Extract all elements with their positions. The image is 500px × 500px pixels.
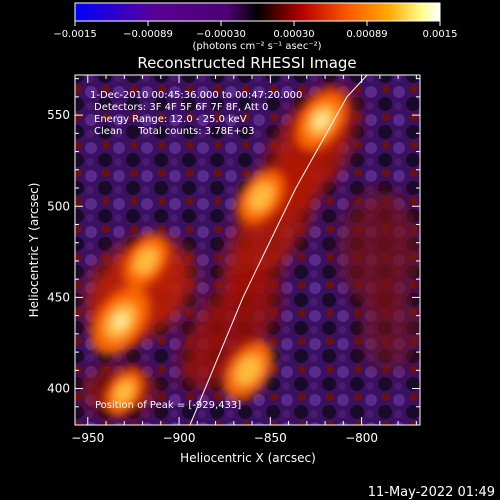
clean-counts-annotation: Clean Total counts: 3.78E+03 (94, 126, 254, 137)
colorbar-tick-label: 0.00089 (346, 29, 387, 40)
emission-blob (222, 159, 318, 301)
emission-blob (180, 269, 280, 391)
x-tick-label: −800 (345, 431, 378, 445)
emission-blob (113, 380, 135, 404)
energy-range-annotation: Energy Range: 12.0 - 25.0 keV (94, 114, 247, 125)
x-tick-label: −850 (254, 431, 287, 445)
plot-frame (74, 74, 421, 426)
emission-blob (113, 313, 128, 329)
emission-blob (248, 182, 274, 212)
emission-blob (314, 113, 329, 128)
emission-blob (235, 355, 262, 386)
emission-blob (340, 190, 420, 310)
colorbar-tick-label: −0.0015 (53, 29, 96, 40)
peak-position-annotation: Position of Peak = [-929,433] (95, 400, 241, 411)
y-tick-label: 500 (47, 199, 70, 213)
x-axis-label: Heliocentric X (arcsec) (180, 451, 316, 465)
y-tick-label: 550 (47, 108, 70, 122)
emission-blob (360, 290, 420, 370)
colorbar-tick-label: −0.00089 (123, 29, 173, 40)
detectors-annotation: Detectors: 3F 4F 5F 6F 7F 8F, Att 0 (94, 102, 268, 113)
colorbar-tick-label: −0.00030 (196, 29, 246, 40)
emission-blob (134, 247, 159, 275)
heatmap-image (75, 75, 420, 425)
colorbar-tick-label: 0.00030 (273, 29, 314, 40)
colorbar-tick-label: 0.0015 (423, 29, 458, 40)
y-tick-label: 400 (47, 382, 70, 396)
x-axis-ticks: −950 −900 −850 −800 (71, 75, 417, 445)
y-axis-ticks: 400 450 500 550 (47, 78, 420, 408)
colorbar (74, 2, 441, 22)
colorbar-ticks: −0.0015 −0.00089 −0.00030 0.00030 0.00089 0.0… (53, 21, 458, 40)
x-tick-label: −900 (163, 431, 196, 445)
time-range-annotation: 1-Dec-2010 00:45:36.000 to 00:47:20.000 (90, 90, 302, 101)
colorbar-unit-label: (photons cm⁻² s⁻¹ asec⁻²) (192, 41, 321, 52)
x-tick-label: −950 (71, 431, 104, 445)
footer-timestamp: 11-May-2022 01:49 (368, 485, 495, 500)
solar-limb-line (189, 75, 368, 425)
y-tick-label: 450 (47, 290, 70, 304)
y-axis-label: Heliocentric Y (arcsec) (27, 183, 41, 318)
chart-title: Reconstructed RHESSI Image (137, 54, 356, 72)
